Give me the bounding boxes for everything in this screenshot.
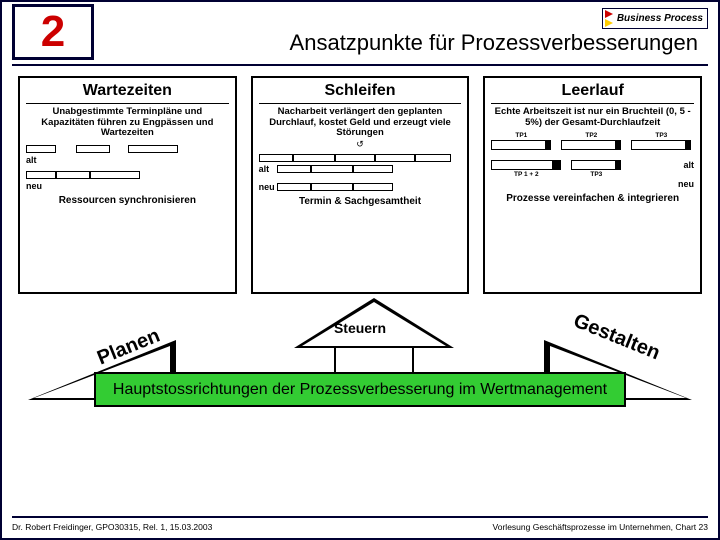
tp-lbl: TP3	[571, 171, 621, 178]
seg	[311, 183, 353, 191]
bar	[56, 171, 90, 179]
tp-cell	[631, 140, 691, 150]
col1-desc: Unabgestimmte Terminpläne und Kapazitäte…	[26, 107, 229, 139]
col2-heading: Schleifen	[259, 82, 462, 100]
tp-cell	[561, 140, 621, 150]
col1-chart: alt neu	[26, 145, 229, 191]
bar	[90, 171, 140, 179]
badge-text: Business Process	[615, 13, 705, 24]
col2-alt-row1	[259, 154, 462, 162]
col3-alt-label: alt	[684, 160, 695, 170]
seg	[415, 154, 451, 162]
col3-desc: Echte Arbeitszeit ist nur ein Bruchteil …	[491, 107, 694, 128]
col2-desc: Nacharbeit verlängert den geplanten Durc…	[259, 107, 462, 139]
footer: Dr. Robert Freidinger, GPO30315, Rel. 1,…	[12, 516, 708, 532]
col2-alt-label: alt	[259, 164, 277, 174]
col-wartezeiten: Wartezeiten Unabgestimmte Terminpläne un…	[18, 76, 237, 294]
seg	[293, 154, 335, 162]
col2-alt-row2: alt	[259, 164, 462, 174]
seg	[277, 183, 311, 191]
badge-arrow-stack	[605, 10, 613, 27]
col-leerlauf: Leerlauf Echte Arbeitszeit ist nur ein B…	[483, 76, 702, 294]
title-rule	[12, 64, 708, 66]
seg	[259, 154, 293, 162]
col1-conclusion: Ressourcen synchronisieren	[26, 195, 229, 206]
col1-rule	[26, 103, 229, 104]
col1-neu-label: neu	[26, 181, 229, 191]
col1-alt-row	[26, 145, 229, 153]
seg	[277, 165, 311, 173]
col3-chart: TP1 TP2 TP3 alt	[491, 132, 694, 189]
seg	[335, 154, 375, 162]
footer-left: Dr. Robert Freidinger, GPO30315, Rel. 1,…	[12, 522, 212, 532]
col2-chart: alt neu	[259, 154, 462, 192]
col2-conclusion: Termin & Sachgesamtheit	[259, 196, 462, 207]
loop-icon: ↺	[259, 139, 462, 150]
badge-arrow-icon	[605, 19, 613, 27]
bar	[26, 171, 56, 179]
tp-top-labels: TP1 TP2 TP3	[491, 132, 694, 139]
col3-neu-label: neu	[491, 179, 694, 189]
tp-cell	[491, 140, 551, 150]
center-up-arrow	[294, 298, 454, 376]
tp-lbl: TP1	[491, 132, 551, 139]
slide-title: Ansatzpunkte für Prozessverbesserungen	[114, 30, 706, 56]
footer-right: Vorlesung Geschäftsprozesse im Unternehm…	[493, 522, 708, 532]
slide-frame: Business Process 2 Ansatzpunkte für Proz…	[0, 0, 720, 540]
badge-arrow-icon	[605, 10, 613, 18]
col3-conclusion: Prozesse vereinfachen & integrieren	[491, 193, 694, 204]
bar	[76, 145, 110, 153]
col3-heading: Leerlauf	[491, 82, 694, 100]
col2-rule	[259, 103, 462, 104]
slide-number: 2	[12, 4, 94, 60]
three-columns: Wartezeiten Unabgestimmte Terminpläne un…	[18, 76, 702, 294]
col1-alt-label: alt	[26, 155, 229, 165]
col-schleifen: Schleifen Nacharbeit verlängert den gepl…	[251, 76, 470, 294]
col1-heading: Wartezeiten	[26, 82, 229, 100]
tp-cell	[571, 160, 621, 170]
tp-lbl: TP3	[631, 132, 691, 139]
seg	[353, 165, 393, 173]
seg	[311, 165, 353, 173]
tp-cell	[491, 160, 561, 170]
col3-rule	[491, 103, 694, 104]
tp-bot-labels: TP 1 + 2 TP3	[491, 171, 694, 178]
col2-neu-row: neu	[259, 182, 462, 192]
seg	[375, 154, 415, 162]
business-process-badge: Business Process	[602, 8, 708, 29]
bar	[128, 145, 178, 153]
tp-top-cells	[491, 140, 694, 150]
tp-bot-cells: alt	[491, 160, 694, 170]
green-banner: Hauptstossrichtungen der Prozessverbesse…	[94, 372, 626, 407]
seg	[353, 183, 393, 191]
col2-neu-label: neu	[259, 182, 277, 192]
bar	[26, 145, 56, 153]
tp-lbl: TP 1 + 2	[491, 171, 561, 178]
tp-lbl: TP2	[561, 132, 621, 139]
col1-neu-row	[26, 171, 229, 179]
